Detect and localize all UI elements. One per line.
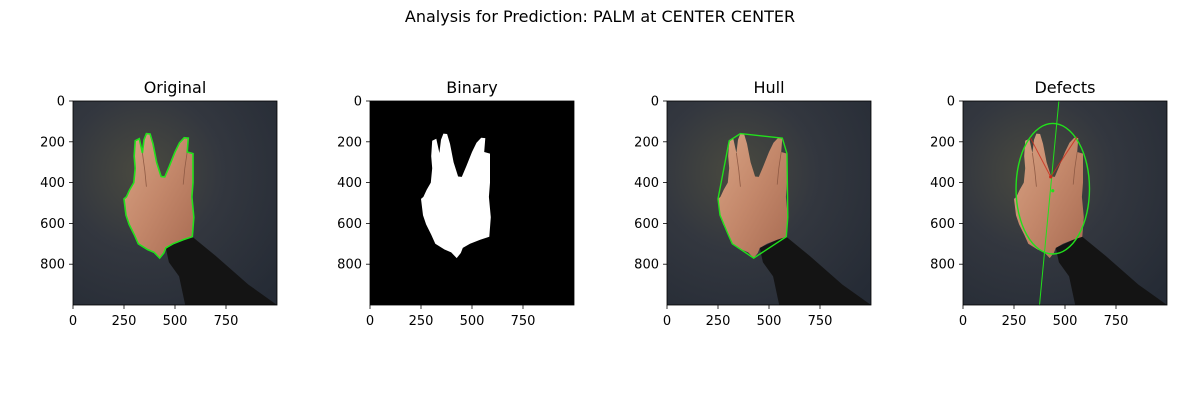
x-tick-label: 250 xyxy=(706,314,731,329)
panel-title: Defects xyxy=(1034,78,1095,97)
orientation-axis xyxy=(1039,101,1060,305)
sleeve xyxy=(759,236,871,305)
x-tick-label: 500 xyxy=(757,314,782,329)
y-tick-label: 0 xyxy=(947,95,955,110)
hand xyxy=(124,133,194,259)
y-tick-label: 0 xyxy=(651,95,659,110)
y-tick-label: 400 xyxy=(40,176,65,191)
x-tick-label: 250 xyxy=(112,314,137,329)
hand xyxy=(1014,133,1084,259)
x-tick-label: 750 xyxy=(808,314,833,329)
panel-image xyxy=(73,101,277,305)
x-tick-label: 500 xyxy=(1053,314,1078,329)
y-tick-label: 200 xyxy=(337,135,362,150)
y-tick-label: 400 xyxy=(930,176,955,191)
x-tick-label: 0 xyxy=(959,314,967,329)
figure-title: Analysis for Prediction: PALM at CENTER … xyxy=(405,7,795,26)
finger-crease-1 xyxy=(736,152,741,187)
x-tick-label: 0 xyxy=(366,314,374,329)
panel-title: Original xyxy=(144,78,207,97)
panel-original: Original 0 250 500 750 0 200 400 600 800 xyxy=(40,78,278,329)
y-tick-label: 800 xyxy=(930,258,955,273)
finger-crease-2 xyxy=(1072,151,1078,185)
finger-crease-1 xyxy=(142,152,147,187)
finger-crease-1 xyxy=(1032,152,1037,187)
finger-crease-2 xyxy=(182,151,188,185)
convex-hull xyxy=(717,132,789,259)
y-tick-label: 800 xyxy=(40,258,65,273)
panel-binary: Binary 0 250 500 750 0 200 400 600 800 xyxy=(337,78,575,329)
x-tick-label: 750 xyxy=(511,314,536,329)
x-tick-label: 500 xyxy=(163,314,188,329)
fitted-ellipse xyxy=(1015,122,1091,255)
x-tick-label: 250 xyxy=(1002,314,1027,329)
panel-hull: Hull 0 250 500 750 0 200 400 600 800 xyxy=(634,78,872,329)
x-tick-label: 250 xyxy=(409,314,434,329)
panel-image xyxy=(963,101,1167,305)
defect-point xyxy=(1051,189,1055,193)
y-tick-label: 0 xyxy=(57,95,65,110)
y-tick-label: 600 xyxy=(634,217,659,232)
y-tick-label: 600 xyxy=(930,217,955,232)
x-tick-label: 750 xyxy=(1104,314,1129,329)
contour-outline xyxy=(123,132,195,260)
defect-point xyxy=(1049,175,1053,179)
panel-title: Hull xyxy=(753,78,784,97)
x-tick-label: 0 xyxy=(663,314,671,329)
sleeve xyxy=(165,236,277,305)
x-tick-label: 750 xyxy=(214,314,239,329)
x-tick-label: 500 xyxy=(460,314,485,329)
y-tick-label: 400 xyxy=(634,176,659,191)
panel-title: Binary xyxy=(446,78,497,97)
hand xyxy=(718,133,788,259)
y-tick-label: 600 xyxy=(337,217,362,232)
panel-image xyxy=(667,101,871,305)
y-tick-label: 200 xyxy=(40,135,65,150)
y-tick-label: 200 xyxy=(634,135,659,150)
y-tick-label: 400 xyxy=(337,176,362,191)
y-tick-label: 600 xyxy=(40,217,65,232)
y-tick-label: 200 xyxy=(930,135,955,150)
sleeve xyxy=(1055,236,1167,305)
y-tick-label: 800 xyxy=(634,258,659,273)
panel-image xyxy=(370,101,574,305)
panel-grid: Original 0 250 500 750 0 200 400 600 800 Binary 0 25… xyxy=(40,78,1168,329)
y-tick-label: 0 xyxy=(354,95,362,110)
y-tick-label: 800 xyxy=(337,258,362,273)
panel-defects: Defects 0 250 500 750 0 200 400 600 800 xyxy=(930,78,1168,329)
finger-crease-2 xyxy=(776,151,782,185)
hand-mask xyxy=(421,133,491,259)
x-tick-label: 0 xyxy=(69,314,77,329)
